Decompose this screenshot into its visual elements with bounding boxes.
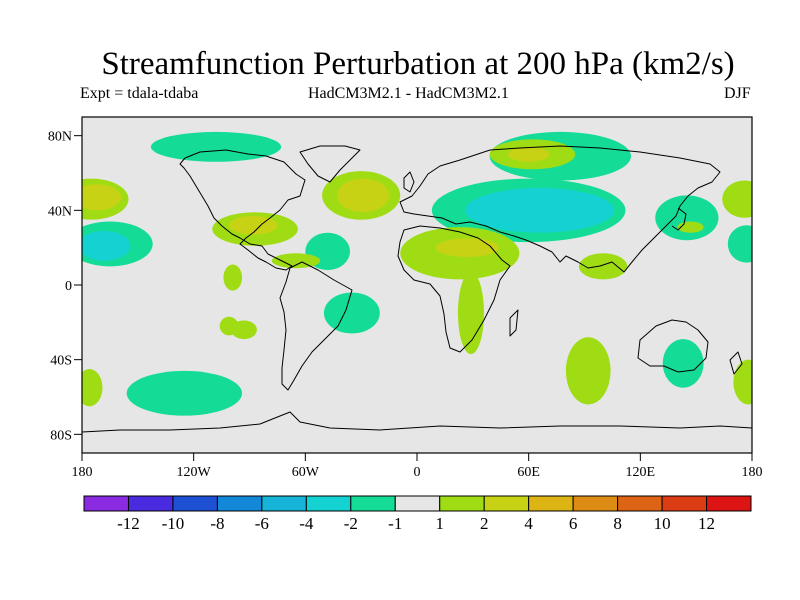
coastline-antarctica <box>82 411 752 433</box>
anomaly-central-asia-negative-core <box>465 187 615 233</box>
colorbar-box <box>394 495 441 512</box>
colorbar-box <box>617 495 663 512</box>
colorbar-label: -1 <box>388 514 402 533</box>
lat-tick-label: 40N <box>48 204 72 219</box>
colorbar-box <box>572 495 619 512</box>
colorbar-box <box>305 495 352 512</box>
anomaly-atlantic-south-positive <box>230 320 257 340</box>
colorbar-label: 1 <box>435 514 444 533</box>
lat-tick-label: 80N <box>48 130 72 145</box>
season-label: DJF <box>724 85 751 102</box>
colorbar-label: -12 <box>117 514 140 533</box>
anomaly-south-atlantic-negative <box>323 292 380 334</box>
colorbar: -12 -10 -8 -6 -4 -2 -1 1 2 4 6 8 10 12 <box>83 495 752 533</box>
anomaly-siberia-positive-core <box>508 146 550 162</box>
anomaly-east-pacific-positive <box>223 264 243 291</box>
lon-tick-label: 60W <box>292 465 320 480</box>
lon-tick-label: 60E <box>517 465 540 480</box>
anomaly-japan-negative <box>655 195 719 241</box>
colorbar-box <box>83 495 129 512</box>
anomaly-north-pacific-east-positive <box>722 180 752 218</box>
colorbar-box <box>483 495 530 512</box>
lon-tick-label: 120W <box>177 465 212 480</box>
colorbar-label: 8 <box>613 514 622 533</box>
colorbar-label: 2 <box>480 514 489 533</box>
anomaly-gulf-of-mexico-positive-core <box>229 215 278 235</box>
anomaly-north-pacific-positive-core <box>82 184 122 211</box>
anomaly-subtropical-pacific-negative-core <box>82 230 131 261</box>
anomaly-alaska-canada-negative <box>150 131 282 162</box>
coastline-uk <box>403 171 415 193</box>
coastline-africa <box>397 225 511 353</box>
coastline-new-zealand <box>729 351 743 375</box>
anomaly-southeast-asia-positive <box>578 253 628 280</box>
coastline-eurasia <box>399 145 721 273</box>
coastline-layer <box>82 145 752 433</box>
anomaly-southern-ocean-negative <box>126 370 243 416</box>
anomaly-indian-ocean-positive <box>565 337 611 405</box>
coastline-south-america <box>279 261 353 391</box>
anomaly-dateline-positive-south <box>733 359 752 405</box>
lon-tick-label: 180 <box>742 465 763 480</box>
lat-tick-label: 40S <box>50 354 72 369</box>
colorbar-box <box>439 495 485 512</box>
lon-tick-label: 180 <box>72 465 93 480</box>
colorbar-box <box>172 495 218 512</box>
lon-tick-label: 120E <box>626 465 656 480</box>
lat-tick-label: 0 <box>65 279 72 294</box>
colorbar-label: -8 <box>210 514 224 533</box>
colorbar-box <box>528 495 574 512</box>
anomaly-north-atlantic-positive-core <box>336 178 390 213</box>
coastline-japan <box>671 207 687 231</box>
colorbar-box <box>127 495 174 512</box>
coastline-madagascar <box>509 309 519 337</box>
page-title: Streamfunction Perturbation at 200 hPa (… <box>101 46 735 82</box>
anomaly-amazon-positive <box>271 253 321 269</box>
coastline-australia <box>637 319 709 373</box>
colorbar-label: -10 <box>162 514 185 533</box>
colorbar-label: 10 <box>654 514 671 533</box>
colorbar-label: 6 <box>569 514 578 533</box>
colorbar-label: -2 <box>344 514 358 533</box>
model-label: HadCM3M2.1 - HadCM3M2.1 <box>308 85 509 102</box>
coastline-greenland <box>299 145 361 183</box>
anomaly-north-africa-positive-core <box>435 238 499 257</box>
colorbar-box <box>350 495 396 512</box>
colorbar-box <box>216 495 263 512</box>
colorbar-label: -4 <box>299 514 314 533</box>
anomaly-southern-africa-positive <box>457 271 484 355</box>
coastline-north-america <box>179 149 306 271</box>
lon-tick-label: 0 <box>414 465 421 480</box>
anomaly-eastern-australia-negative <box>662 339 704 388</box>
anomaly-dateline-negative <box>727 225 752 263</box>
colorbar-box <box>661 495 708 512</box>
colorbar-label: 12 <box>698 514 715 533</box>
lat-tick-label: 80S <box>50 428 72 443</box>
experiment-label: Expt = tdala-tdaba <box>80 85 199 102</box>
colorbar-label: 4 <box>524 514 533 533</box>
axis-ticks: 80N 40N 0 40S 80S 180 120W 60W 0 60E 120E 180 <box>48 130 763 480</box>
anomaly-layer <box>82 131 752 416</box>
colorbar-label: -6 <box>255 514 269 533</box>
colorbar-box <box>706 495 752 512</box>
colorbar-box <box>261 495 307 512</box>
anomaly-southwest-pacific-positive <box>82 369 103 407</box>
